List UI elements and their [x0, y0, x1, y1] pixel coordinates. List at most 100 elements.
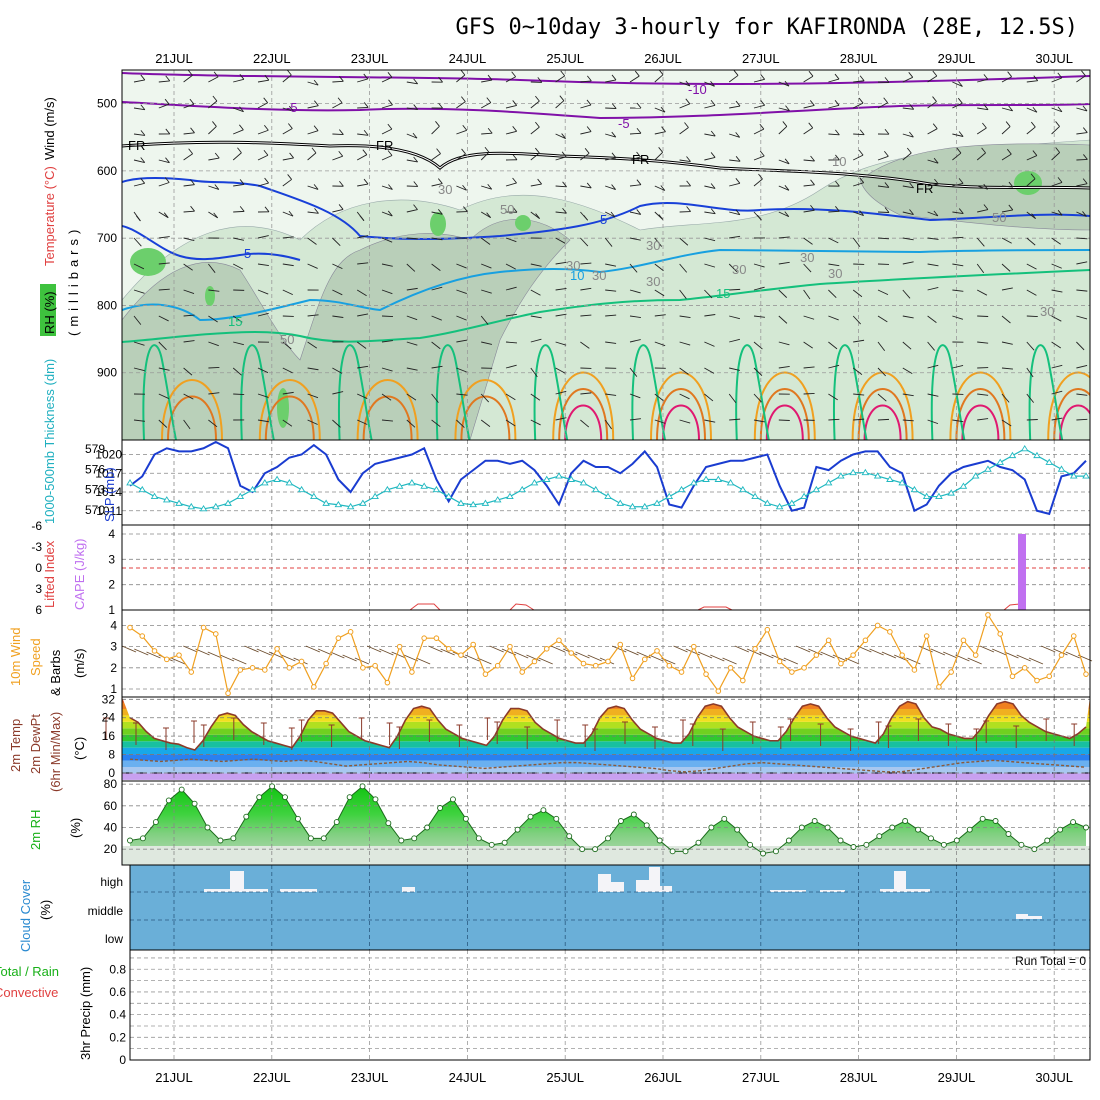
- rh2m-marker: [669, 848, 676, 855]
- cloud-block-10: [660, 886, 672, 892]
- wind-barb: [332, 80, 344, 83]
- wind-barb: [1026, 211, 1036, 219]
- y-tick-label: 1: [110, 682, 117, 696]
- wind-barb: [555, 100, 565, 109]
- wind-barb-feather: [214, 152, 220, 159]
- wind-barb-feather: [1082, 211, 1087, 217]
- wind-barb: [208, 185, 219, 190]
- wind10m-marker: [997, 631, 1004, 637]
- wind-barb: [654, 314, 666, 317]
- wind10m-barb: [930, 648, 946, 656]
- wind-barb-feather: [387, 72, 393, 78]
- rh2m-marker: [566, 833, 573, 840]
- cloud-cover-panel: high middle low Cloud Cover (%): [18, 864, 1091, 952]
- wind-barb: [505, 419, 516, 427]
- wind-barb: [530, 367, 538, 378]
- wind-barb: [902, 393, 914, 397]
- thickness-marker: [310, 492, 318, 499]
- rh2m-marker: [772, 848, 779, 855]
- wind-barb: [580, 287, 592, 291]
- wind-barb: [828, 364, 840, 369]
- wind-barb-feather: [636, 179, 642, 185]
- thickness-marker: [285, 479, 294, 486]
- wind-barb: [381, 211, 393, 217]
- wind-barb-feather: [583, 214, 589, 221]
- wind-barb: [1051, 237, 1061, 245]
- cloud-block-2: [230, 871, 244, 892]
- rh-label-30-h: 30: [566, 258, 580, 273]
- wind-barb: [803, 209, 815, 213]
- wind-barb-feather: [461, 96, 466, 102]
- y-tick-label: 0: [35, 561, 42, 575]
- wind-barb-feather: [437, 209, 443, 215]
- wind-barb: [356, 341, 367, 349]
- wind-barb: [133, 159, 145, 163]
- wind-barb: [803, 289, 811, 300]
- wind10m-marker: [384, 679, 391, 686]
- thickness-marker: [481, 499, 490, 506]
- wind10m-marker: [482, 671, 489, 677]
- wind-barb-feather: [782, 121, 788, 127]
- wind-barb-feather: [263, 149, 269, 156]
- wind-barb-feather: [435, 121, 440, 127]
- wind10m-marker: [225, 690, 231, 697]
- wind10m-marker: [396, 643, 403, 650]
- rh2m-ylabel: 2m RH: [28, 810, 43, 850]
- wind10m-marker: [298, 658, 305, 665]
- isotherm-label-freezing-d: FR: [916, 181, 933, 196]
- wind-barb-feather: [337, 97, 343, 104]
- wind-barb: [307, 152, 317, 161]
- cloud-level-middle: middle: [88, 904, 124, 918]
- wind10m-marker: [335, 635, 342, 641]
- rh2m-marker: [979, 815, 986, 822]
- rh2m-marker: [243, 813, 250, 820]
- wind-barb: [605, 289, 617, 292]
- wind-barb-feather: [835, 206, 840, 212]
- rh2m-marker: [682, 848, 689, 855]
- wind10m-marker: [690, 643, 697, 650]
- wind-barb: [778, 159, 790, 165]
- y-tick-label: 0.2: [109, 1030, 126, 1044]
- wind-barb: [406, 263, 416, 272]
- wind-barb: [679, 315, 691, 318]
- wind-barb-feather: [362, 149, 368, 155]
- thickness-slp-y-ticks: 1011 1014 1017 1020 570 573 576 579: [85, 442, 122, 518]
- y-tick-label: 1: [108, 603, 115, 617]
- wind-barb: [828, 133, 840, 136]
- wind-barb: [580, 152, 590, 161]
- wind-barb: [778, 236, 790, 239]
- wind-barb-feather: [136, 215, 141, 222]
- wind-barb: [679, 127, 689, 135]
- wind10m-marker: [838, 660, 844, 667]
- wind-barb: [332, 391, 344, 395]
- run-total-label: Run Total = 0: [1015, 954, 1086, 968]
- temperature-y-ticks: 0 8 16 24 32: [102, 692, 116, 780]
- wind-barb-feather: [1032, 106, 1038, 113]
- wind-barb: [282, 179, 292, 187]
- wind-barb-feather: [1031, 213, 1036, 219]
- wind-barb: [530, 315, 542, 319]
- wind-barb: [530, 338, 542, 343]
- wind-barb-feather: [512, 154, 518, 161]
- wind-barb-feather: [487, 127, 493, 134]
- wind-barb: [282, 128, 293, 135]
- wind10m-barb: [697, 651, 713, 659]
- temperature-band: [122, 741, 1090, 748]
- thickness-marker: [591, 485, 600, 493]
- y-tick-label: 80: [104, 777, 118, 791]
- temperature-band: [122, 767, 1090, 774]
- rh-label-30-c: 30: [646, 274, 660, 289]
- y-tick-label: 3: [35, 582, 42, 596]
- wind10m-barb: [489, 645, 504, 653]
- thickness-marker: [824, 479, 833, 486]
- bottom-date-label: 28JUL: [840, 1070, 878, 1085]
- wind10m-marker: [592, 662, 599, 669]
- wind10m-marker: [176, 652, 182, 658]
- wind-barb-feather: [884, 182, 890, 188]
- rh2m-marker: [333, 819, 340, 826]
- wind10m-marker: [666, 662, 673, 669]
- wind10m-barb: [1004, 651, 1019, 659]
- wind-barb: [977, 185, 988, 190]
- wind-barb-feather: [1082, 178, 1088, 184]
- wind-barb: [208, 419, 218, 428]
